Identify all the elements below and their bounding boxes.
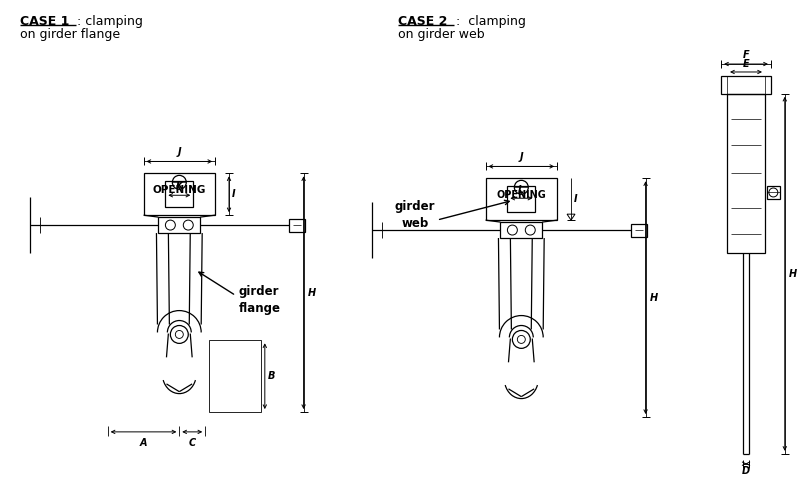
Bar	[507, 186, 535, 212]
Text: CASE 2: CASE 2	[398, 15, 447, 28]
Text: I: I	[232, 189, 236, 199]
Text: OPENING: OPENING	[497, 190, 546, 200]
Bar	[631, 224, 646, 237]
Text: CASE 1: CASE 1	[20, 15, 70, 28]
Bar	[727, 94, 765, 253]
Text: : clamping: : clamping	[77, 15, 143, 28]
Text: I: I	[574, 194, 578, 204]
Bar	[143, 173, 215, 215]
Bar	[485, 178, 557, 220]
Text: L: L	[518, 185, 524, 195]
Text: girder
web: girder web	[394, 200, 435, 230]
Bar	[501, 222, 542, 238]
Text: OPENING: OPENING	[152, 185, 206, 195]
Text: on girder web: on girder web	[398, 28, 484, 41]
Bar	[209, 341, 261, 412]
Text: on girder flange: on girder flange	[20, 28, 121, 41]
Bar	[165, 182, 194, 207]
Bar	[159, 217, 200, 233]
Text: girder
flange: girder flange	[239, 285, 281, 315]
Text: J: J	[519, 152, 523, 162]
Bar	[767, 186, 780, 199]
Text: :  clamping: : clamping	[456, 15, 526, 28]
Text: H: H	[789, 269, 797, 279]
Bar	[721, 76, 771, 94]
Text: H: H	[308, 288, 316, 297]
Text: B: B	[268, 371, 275, 381]
Text: J: J	[177, 148, 181, 158]
Text: A: A	[140, 438, 147, 448]
Bar	[288, 218, 305, 231]
Text: D: D	[742, 466, 750, 476]
Text: E: E	[743, 59, 749, 69]
Text: H: H	[650, 293, 658, 303]
Text: C: C	[189, 438, 196, 448]
Text: F: F	[743, 50, 749, 60]
Text: K: K	[176, 181, 183, 191]
